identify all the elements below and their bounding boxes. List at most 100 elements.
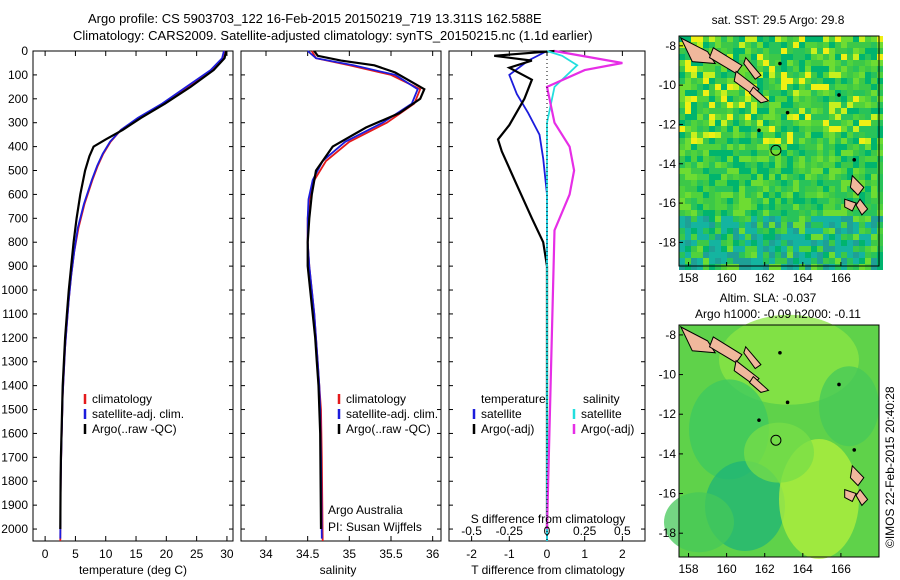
sst-cell xyxy=(817,84,823,90)
sst-cell xyxy=(787,96,793,102)
sst-cell xyxy=(853,174,859,180)
sst-cell xyxy=(691,234,697,240)
sst-cell xyxy=(781,240,787,246)
sst-cell xyxy=(805,66,811,72)
sst-cell xyxy=(763,72,769,78)
sst-cell xyxy=(709,90,715,96)
sst-cell xyxy=(745,246,751,252)
sst-cell xyxy=(721,42,727,48)
map-y-tick-label: -16 xyxy=(659,196,677,210)
sst-cell xyxy=(877,216,883,222)
sst-cell xyxy=(769,114,775,120)
sst-cell xyxy=(847,174,853,180)
sst-cell xyxy=(877,108,883,114)
sst-cell xyxy=(739,54,745,60)
sst-cell xyxy=(721,36,727,42)
sst-cell xyxy=(745,72,751,78)
sst-cell xyxy=(691,114,697,120)
sst-cell xyxy=(751,156,757,162)
map-x-tick-label: 166 xyxy=(831,562,851,576)
sst-cell xyxy=(877,72,883,78)
sst-cell xyxy=(769,192,775,198)
sst-cell xyxy=(859,84,865,90)
series-line-salinity-satellite xyxy=(546,50,579,541)
sst-cell xyxy=(745,138,751,144)
sst-cell xyxy=(751,36,757,42)
sst-cell xyxy=(703,204,709,210)
sst-cell xyxy=(841,48,847,54)
imos-credit: ©IMOS 22-Feb-2015 20:40:28 xyxy=(883,386,897,548)
sst-cell xyxy=(679,54,685,60)
sst-cell xyxy=(823,54,829,60)
sst-cell xyxy=(859,264,865,270)
sst-cell xyxy=(721,156,727,162)
sst-cell xyxy=(739,126,745,132)
sst-cell xyxy=(703,84,709,90)
x-tick-label: -2 xyxy=(466,547,477,561)
sst-cell xyxy=(793,264,799,270)
y-tick-label: 700 xyxy=(8,211,28,225)
sst-cell xyxy=(715,108,721,114)
sst-cell xyxy=(787,168,793,174)
sst-cell xyxy=(787,252,793,258)
sst-cell xyxy=(721,138,727,144)
sst-cell xyxy=(823,120,829,126)
sst-cell xyxy=(751,102,757,108)
series-line-temperature-argo-adj- xyxy=(494,49,555,529)
sst-cell xyxy=(781,144,787,150)
sst-cell xyxy=(787,246,793,252)
sst-cell xyxy=(745,36,751,42)
sst-cell xyxy=(817,162,823,168)
sst-cell xyxy=(757,54,763,60)
sst-cell xyxy=(757,216,763,222)
sst-cell xyxy=(829,108,835,114)
sst-cell xyxy=(727,78,733,84)
sst-cell xyxy=(691,126,697,132)
sst-cell xyxy=(727,192,733,198)
sst-cell xyxy=(769,84,775,90)
sst-cell xyxy=(763,84,769,90)
sst-cell xyxy=(733,204,739,210)
sst-cell xyxy=(715,234,721,240)
sst-cell xyxy=(703,42,709,48)
sst-cell xyxy=(739,264,745,270)
sst-cell xyxy=(751,180,757,186)
sst-cell xyxy=(679,48,685,54)
sst-cell xyxy=(733,114,739,120)
sst-cell xyxy=(703,138,709,144)
x-tick-label: -1 xyxy=(504,547,515,561)
sst-cell xyxy=(721,264,727,270)
sst-cell xyxy=(721,108,727,114)
sst-cell xyxy=(727,162,733,168)
sst-cell xyxy=(733,168,739,174)
sst-cell xyxy=(805,54,811,60)
sst-cell xyxy=(769,210,775,216)
sst-cell xyxy=(775,126,781,132)
sst-cell xyxy=(739,114,745,120)
sst-cell xyxy=(763,216,769,222)
sst-cell xyxy=(823,108,829,114)
sst-cell xyxy=(823,174,829,180)
sst-cell xyxy=(835,192,841,198)
sst-cell xyxy=(811,114,817,120)
sst-cell xyxy=(751,162,757,168)
sst-cell xyxy=(859,222,865,228)
x-tick-label: 36 xyxy=(426,547,440,561)
sst-cell xyxy=(781,186,787,192)
island-shape xyxy=(748,86,770,104)
sst-cell xyxy=(853,108,859,114)
sst-cell xyxy=(727,258,733,264)
sst-cell xyxy=(733,120,739,126)
sst-cell xyxy=(817,264,823,270)
sst-cell xyxy=(727,264,733,270)
sst-cell xyxy=(841,156,847,162)
sst-cell xyxy=(865,168,871,174)
sal-legend-label: Argo(..raw -QC) xyxy=(346,422,431,436)
sst-cell xyxy=(769,36,775,42)
sst-cell xyxy=(835,198,841,204)
sst-cell xyxy=(871,174,877,180)
sst-cell xyxy=(709,126,715,132)
sst-cell xyxy=(715,264,721,270)
sst-cell xyxy=(841,72,847,78)
sst-cell xyxy=(871,156,877,162)
